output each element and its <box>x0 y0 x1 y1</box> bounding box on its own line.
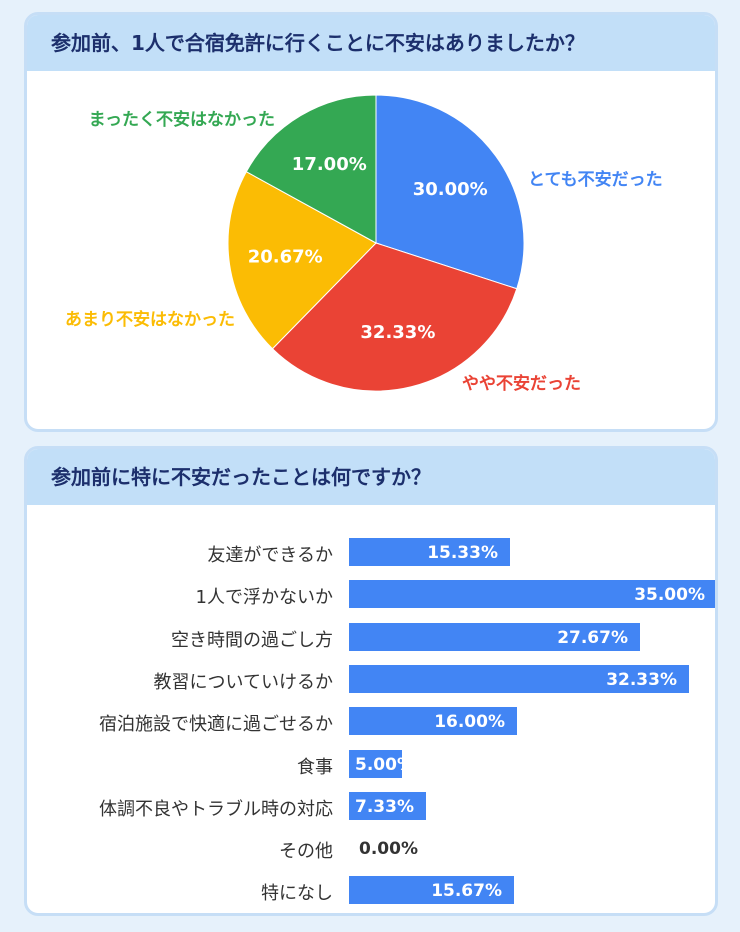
bar-category-label: 体調不良やトラブル時の対応 <box>99 798 333 820</box>
pie-chart: 30.00% とても不安だった 32.33% やや不安だった 20.67% あまり不安はな… <box>65 94 663 394</box>
bar-value-label: 15.67% <box>431 881 502 902</box>
bar <box>349 538 510 566</box>
bar <box>349 707 517 736</box>
bar-category-label: 空き時間の過ごし方 <box>171 629 333 651</box>
bar <box>349 876 514 905</box>
bar <box>349 580 715 609</box>
bar-value-label: 5.00% <box>355 754 414 775</box>
bar-value-label: 35.00% <box>634 585 705 606</box>
bar-category-label: その他 <box>279 841 333 863</box>
pie-category-label: まったく不安はなかった <box>89 109 275 130</box>
pie-slice <box>375 94 525 290</box>
pie-category-label: とても不安だった <box>528 169 663 190</box>
bar <box>349 664 689 693</box>
bar-value-label: 27.67% <box>557 627 628 648</box>
pie-value-label: 30.00% <box>413 179 488 200</box>
bar-category-label: 特になし <box>261 883 333 905</box>
pie-chart-title: 参加前、1人で合宿免許に行くことに不安はありましたか？ <box>27 15 715 71</box>
bar-chart-card: 参加前に特に不安だったことは何ですか？ 友達ができるか 15.33% 1人で浮かない… <box>24 446 718 916</box>
bar <box>349 749 402 778</box>
bar-value-label: 7.33% <box>355 796 414 817</box>
pie-value-label: 32.33% <box>360 322 435 343</box>
bar-category-label: 食事 <box>297 756 333 778</box>
bar-category-label: 友達ができるか <box>207 545 333 566</box>
pie-category-label: あまり不安はなかった <box>65 309 235 330</box>
bar-chart-title: 参加前に特に不安だったことは何ですか？ <box>27 449 715 505</box>
pie-value-label: 20.67% <box>248 246 323 267</box>
bar <box>349 791 426 820</box>
pie-slice <box>227 171 377 350</box>
bar-category-label: 宿泊施設で快適に過ごせるか <box>99 714 333 736</box>
bar-value-label: 32.33% <box>606 669 677 690</box>
pie-chart-card: 参加前、1人で合宿免許に行くことに不安はありましたか？ 30.00% とても不安だ… <box>24 12 718 432</box>
bar-category-label: 1人で浮かないか <box>195 587 333 609</box>
bar <box>349 622 640 651</box>
pie-slice <box>245 94 377 244</box>
bar-value-label: 16.00% <box>434 712 505 733</box>
pie-value-label: 17.00% <box>292 154 367 175</box>
bar-value-label: 15.33% <box>427 543 498 563</box>
bar-value-label: 0.00% <box>359 839 418 860</box>
bar-category-label: 教習についていけるか <box>153 671 333 693</box>
pie-slice <box>271 242 518 392</box>
pie-category-label: やや不安だった <box>462 373 581 394</box>
